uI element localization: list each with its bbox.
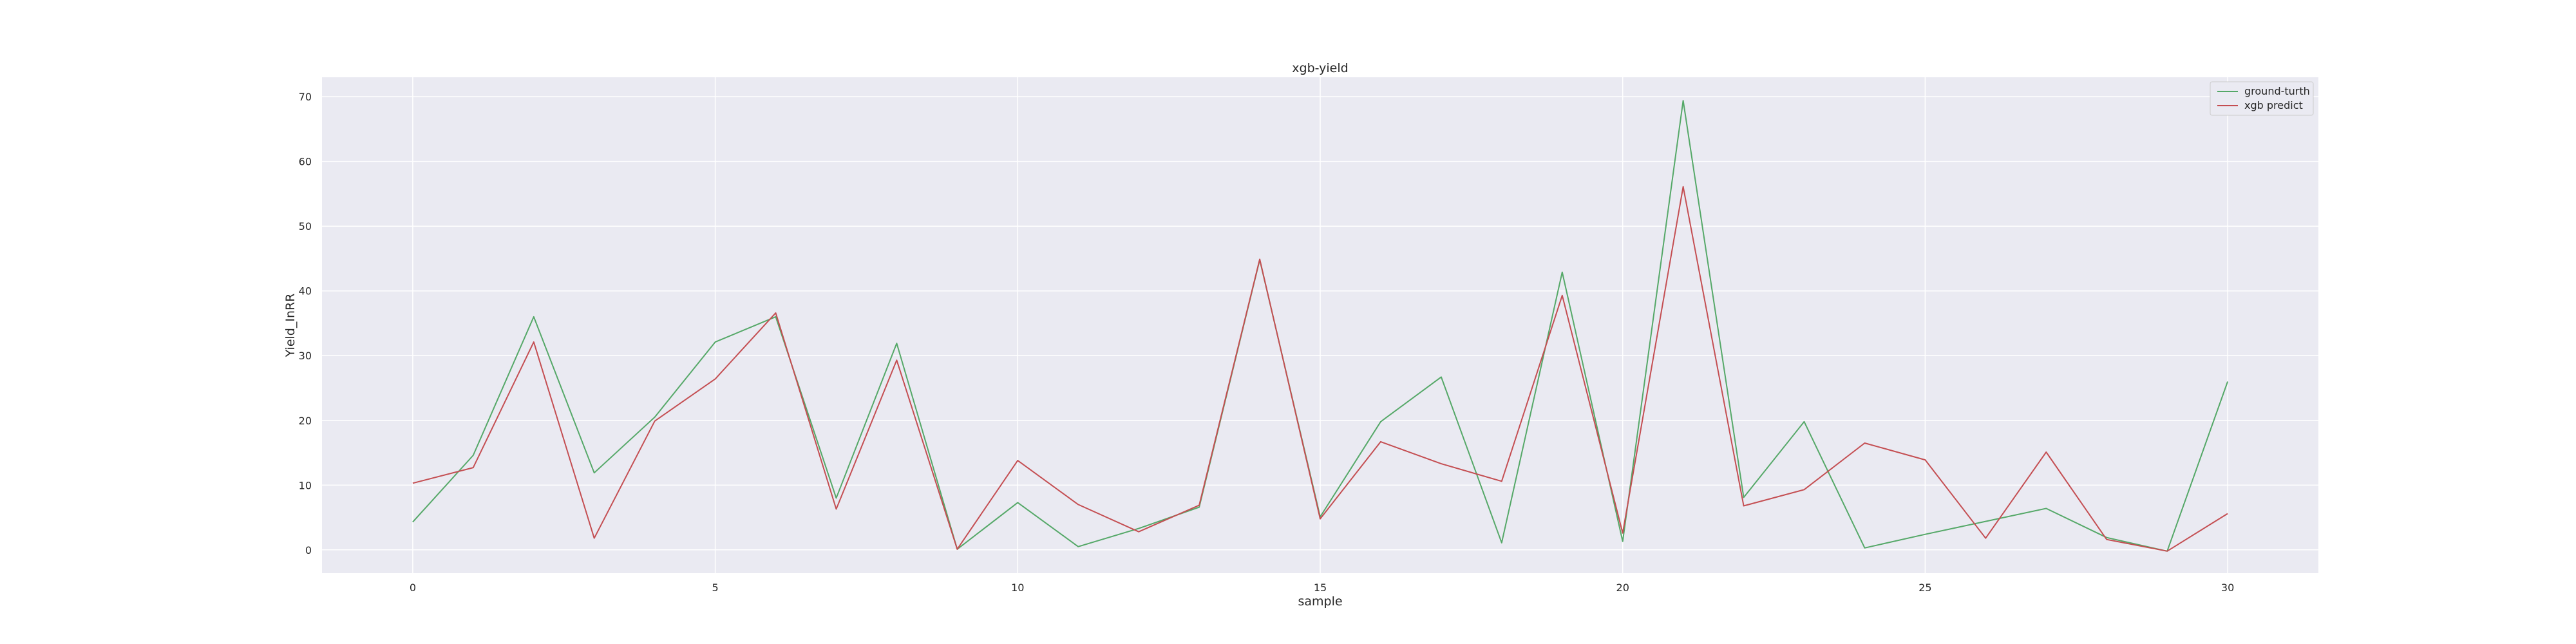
y-tick-label: 70: [299, 91, 312, 103]
y-axis-label: Yield_InRR: [283, 294, 298, 358]
series-line-2: [412, 185, 2228, 552]
y-tick-label: 40: [299, 285, 312, 298]
x-tick-label: 30: [2221, 582, 2234, 594]
legend-label: ground-turth: [2244, 85, 2310, 97]
legend-label: xgb predict: [2244, 99, 2303, 111]
tick-labels: 0 5 10 15 20 25 30 0 10 20 30 40 50 60 70: [299, 91, 2235, 594]
x-tick-label: 10: [1011, 582, 1024, 594]
x-tick-label: 20: [1616, 582, 1629, 594]
x-tick-label: 25: [1918, 582, 1931, 594]
x-axis-label: sample: [1298, 594, 1342, 609]
y-tick-label: 60: [299, 156, 312, 168]
series-layer: [412, 100, 2229, 552]
y-tick-label: 30: [299, 350, 312, 362]
y-tick-label: 0: [305, 544, 312, 556]
grid: [322, 77, 2318, 573]
chart-title: xgb-yield: [1292, 61, 1348, 75]
legend-box: [2210, 81, 2314, 116]
legend: ground-turth xgb predict: [2210, 81, 2314, 116]
y-tick-label: 50: [299, 220, 312, 232]
y-tick-label: 10: [299, 479, 312, 491]
x-tick-label: 5: [712, 582, 719, 594]
x-tick-label: 15: [1314, 582, 1327, 594]
x-tick-label: 0: [410, 582, 416, 594]
y-tick-label: 20: [299, 415, 312, 427]
